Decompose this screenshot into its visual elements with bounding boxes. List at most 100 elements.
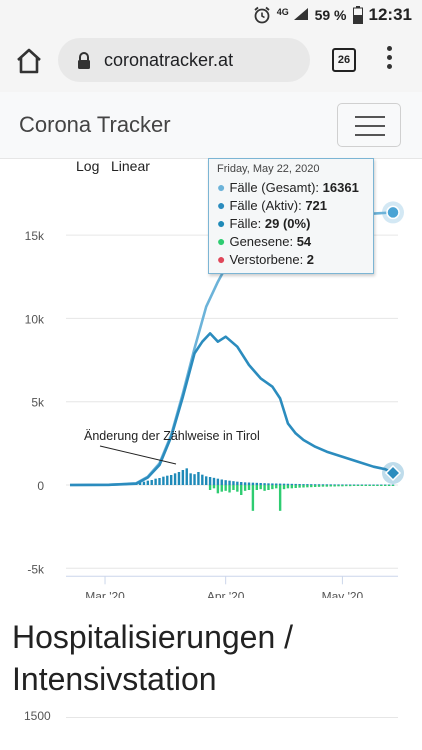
new_cases-bar [220, 479, 223, 485]
browser-toolbar: coronatracker.at 26 [0, 30, 422, 92]
new_cases-bar [212, 477, 216, 485]
active-hover-marker [384, 464, 402, 482]
new_cases-bar [158, 478, 161, 485]
new_cases-bar [267, 483, 270, 485]
active-line [69, 332, 394, 487]
new_cases-bar [236, 481, 239, 485]
recovered-bar [216, 485, 220, 494]
x-tick-label: May '20 [322, 589, 364, 598]
new_cases-bar [185, 468, 188, 485]
new_cases-bar [278, 483, 282, 485]
recovered-bar [345, 485, 348, 487]
new_cases-bar [282, 483, 286, 485]
new_cases-bar [177, 472, 181, 485]
recovered-bar [317, 485, 321, 487]
tooltip-row-cases: ● Fälle: 29 (0%) [217, 215, 311, 231]
new_cases-bar [302, 484, 305, 486]
recovered-bar [306, 485, 309, 488]
new_cases-bar [348, 484, 352, 486]
alarm-icon [254, 6, 270, 24]
new_cases-bar [138, 482, 142, 485]
recovered-bar [290, 485, 294, 489]
recovered-bar [302, 485, 305, 488]
recovered-bar [341, 485, 344, 487]
recovered-bar [286, 485, 290, 489]
new_cases-bar [329, 484, 332, 486]
linear-scale-button[interactable]: Linear [111, 158, 150, 174]
hospitalization-heading: Hospitalisierungen / Intensivstation [12, 619, 294, 697]
new_cases-bar [271, 483, 274, 485]
new_cases-bar [337, 484, 340, 486]
recovered-bar [278, 485, 282, 511]
new_cases-bar [255, 482, 258, 485]
new_cases-bar [201, 474, 204, 485]
new_cases-bar [228, 480, 231, 485]
new_cases-bar [325, 484, 329, 486]
recovered-bar [376, 485, 379, 486]
new_cases-bar [154, 478, 157, 485]
y-tick-label: 10k [25, 312, 45, 326]
lock-icon [78, 52, 90, 69]
tooltip-row-total: ● Fälle (Gesamt): 16361 [217, 179, 359, 195]
new_cases-bar [286, 483, 290, 485]
new_cases-bar [313, 484, 317, 486]
new_cases-bar [321, 484, 325, 486]
new_cases-bar [275, 483, 278, 485]
home-icon[interactable] [14, 46, 44, 76]
new_cases-bar [294, 483, 297, 485]
url-text: coronatracker.at [104, 50, 234, 70]
battery-percent: 59 % [314, 7, 347, 23]
recovered-bar [372, 485, 375, 486]
status-bar: 4G 59 % 12:31 [0, 0, 422, 30]
new_cases-bar [232, 481, 235, 485]
tooltip-date: Friday, May 22, 2020 [217, 163, 320, 175]
tab-switcher-button[interactable]: 26 [332, 48, 356, 72]
recovered-bar [368, 485, 371, 486]
x-tick-label: Mar '20 [85, 589, 125, 598]
recovered-bar [298, 485, 301, 488]
recovered-bar [236, 485, 239, 492]
new_cases-bar [216, 478, 220, 485]
address-bar[interactable]: coronatracker.at [58, 38, 310, 82]
recovered-bar [267, 485, 270, 490]
recovered-bar [294, 485, 297, 488]
new_cases-bar [193, 474, 196, 485]
y-tick-label: 15k [25, 229, 45, 243]
site-brand[interactable]: Corona Tracker [19, 112, 171, 137]
recovered-bar [247, 485, 251, 490]
annotation-connector [99, 445, 177, 465]
y-tick-label: -5k [27, 562, 45, 576]
cases-chart: Log Linear 15k 10k 5k 0 -5k Mar '20 Apr '20 May… [0, 158, 422, 598]
recovered-bar [364, 485, 367, 486]
recovered-bar [360, 485, 364, 486]
new_cases-bar [169, 475, 173, 485]
new_cases-bar [205, 476, 208, 485]
recovered-bar [255, 485, 258, 490]
log-scale-button[interactable]: Log [76, 158, 100, 174]
new_cases-bar [189, 473, 192, 485]
new_cases-bar [142, 481, 146, 485]
total-hover-marker [386, 205, 400, 220]
new_cases-bar [251, 482, 255, 485]
new_cases-bar [181, 470, 185, 485]
new_cases-bar [290, 483, 294, 485]
recovered-bar [329, 485, 332, 487]
new_cases-bar [162, 476, 165, 485]
new_cases-bar [240, 482, 243, 485]
overflow-menu-icon[interactable] [384, 46, 394, 74]
new_cases-bar [341, 484, 344, 486]
new_cases-bar [166, 475, 169, 485]
new_cases-bar [306, 484, 309, 486]
hamburger-icon[interactable] [337, 103, 401, 147]
chart-plot-area[interactable]: 15k 10k 5k 0 -5k Mar '20 Apr '20 May '20 Änderun… [0, 158, 422, 598]
chart-tooltip: Friday, May 22, 2020 ● Fälle (Gesamt): 16… [208, 158, 374, 274]
recovered-bar [271, 485, 274, 490]
signal-icon [293, 7, 308, 20]
hospital-y-tick: 1500 [24, 709, 51, 723]
new_cases-bar [352, 484, 356, 486]
recovered-bar [356, 485, 360, 486]
recovered-bar [208, 485, 212, 490]
recovered-bar [282, 485, 286, 490]
recovered-bar [348, 485, 352, 487]
recovered-bar [240, 485, 243, 495]
